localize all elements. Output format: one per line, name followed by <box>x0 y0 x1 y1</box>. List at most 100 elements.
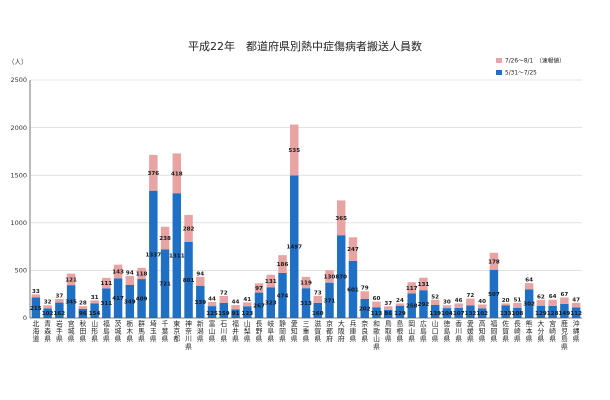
bar-series-1 <box>407 293 416 318</box>
data-label-series-1: 474 <box>277 293 289 299</box>
x-tick-label: 和歌山県 <box>373 319 380 351</box>
data-label-series-2: 31 <box>91 295 99 301</box>
x-tick-label: 長野県 <box>256 320 263 343</box>
x-tick-label: 愛知県 <box>291 319 298 343</box>
legend-swatch-series-2 <box>496 58 502 63</box>
bar-series-2 <box>137 267 146 280</box>
data-label-series-2: 24 <box>396 298 404 304</box>
data-label-series-1: 215 <box>30 306 42 312</box>
x-tick-label: 沖縄県 <box>573 319 580 343</box>
data-label-series-1: 128 <box>547 311 559 317</box>
x-tick-label: 三重県 <box>303 320 310 343</box>
bar-series-1 <box>348 260 358 318</box>
x-tick-label: 埼玉県 <box>150 319 157 343</box>
data-label-series-1: 113 <box>371 311 383 317</box>
data-label-series-1: 139 <box>429 311 441 317</box>
bar-series-2 <box>395 303 405 306</box>
bar-series-1 <box>313 302 322 318</box>
bar-series-2 <box>313 295 322 303</box>
data-label-series-1: 1337 <box>146 252 162 258</box>
data-label-series-2: 282 <box>183 226 195 232</box>
x-tick-label: 石川県 <box>220 320 227 343</box>
bar-series-2 <box>571 302 581 308</box>
bar-series-1 <box>231 309 240 318</box>
data-label-series-1: 154 <box>89 311 101 317</box>
bar-series-2 <box>524 283 534 290</box>
x-tick-label: 徳島県 <box>444 319 451 343</box>
x-tick-label: 長崎県 <box>514 320 521 343</box>
bar-series-1 <box>243 306 252 318</box>
bar-series-2 <box>536 299 546 306</box>
data-label-series-2: 37 <box>55 294 63 300</box>
data-label-series-2: 130 <box>324 274 336 280</box>
bar-series-1 <box>442 308 452 318</box>
bar-series-2 <box>196 276 205 286</box>
bar-series-2 <box>231 305 240 310</box>
data-label-series-1: 86 <box>384 311 392 317</box>
bar-series-1 <box>560 303 569 318</box>
bar-series-1 <box>430 304 440 318</box>
bar-series-2 <box>407 282 416 294</box>
data-label-series-1: 292 <box>418 302 430 308</box>
data-label-series-1: 349 <box>124 299 136 305</box>
legend-label-series-2: 7/26～8/1 （速報値） <box>505 57 565 65</box>
bar-series-2 <box>325 270 334 283</box>
bar-series-1 <box>372 307 381 318</box>
bar-series-1 <box>55 302 64 318</box>
data-label-series-2: 20 <box>502 298 510 304</box>
data-label-series-1: 108 <box>512 311 524 317</box>
x-tick-label: 奈良県 <box>361 319 368 343</box>
data-label-series-2: 33 <box>32 289 40 295</box>
data-label-series-2: 376 <box>147 171 159 177</box>
bar-series-2 <box>348 237 358 261</box>
bar-series-2 <box>548 299 557 306</box>
bar-series-2 <box>219 296 229 303</box>
data-label-series-1: 125 <box>206 311 218 317</box>
data-label-series-2: 94 <box>126 270 134 276</box>
data-label-series-1: 133 <box>500 311 512 317</box>
y-tick-label: 1500 <box>10 171 27 179</box>
data-label-series-2: 44 <box>208 296 216 302</box>
x-tick-label: 栃木県 <box>126 319 133 343</box>
data-label-series-1: 267 <box>253 303 265 309</box>
data-label-series-1: 313 <box>300 301 312 307</box>
bar-series-2 <box>489 252 499 270</box>
data-label-series-1: 96 <box>79 311 87 317</box>
y-axis-unit-label: （人） <box>8 58 28 66</box>
data-label-series-1: 160 <box>312 311 324 317</box>
x-tick-label: 京都府 <box>326 319 333 343</box>
y-axis-ticks: 0 500 1000 1500 2000 2500 <box>10 76 27 322</box>
data-label-series-2: 119 <box>300 281 312 287</box>
data-label-series-2: 186 <box>277 262 289 268</box>
data-label-series-1: 601 <box>347 287 359 293</box>
bar-series-1 <box>278 272 287 318</box>
data-label-series-2: 44 <box>232 300 240 306</box>
data-label-series-2: 418 <box>171 171 183 177</box>
bar-series-2 <box>513 302 522 308</box>
bar-series-2 <box>43 305 52 309</box>
x-axis-labels: 北海道青森県岩手県宮城県秋田県山形県福島県茨城県栃木県群馬県埼玉県千葉県東京都神… <box>32 319 579 351</box>
bar-series-1 <box>548 305 557 318</box>
x-tick-label: 山口県 <box>432 319 439 343</box>
data-label-series-2: 46 <box>455 298 463 304</box>
chart-title: 平成22年 都道府県別熱中症傷病者搬送人員数 <box>188 39 422 53</box>
bar-series-2 <box>90 300 99 304</box>
x-tick-label: 兵庫県 <box>350 319 357 343</box>
data-label-series-1: 107 <box>453 311 465 317</box>
data-label-series-2: 28 <box>79 301 87 307</box>
bar-series-2 <box>207 301 217 307</box>
data-label-series-1: 302 <box>523 302 535 308</box>
bar-series-2 <box>125 275 135 285</box>
data-label-series-2: 41 <box>243 297 251 303</box>
bar-series-1 <box>172 193 182 318</box>
data-label-series-2: 79 <box>361 286 369 292</box>
data-label-series-1: 323 <box>265 301 277 307</box>
bar-series-2 <box>301 276 311 289</box>
data-label-series-2: 40 <box>478 299 486 305</box>
bar-series-1 <box>360 298 369 318</box>
x-tick-label: 富山県 <box>209 319 216 343</box>
x-tick-label: 山形県 <box>91 319 98 343</box>
bars <box>31 124 581 318</box>
